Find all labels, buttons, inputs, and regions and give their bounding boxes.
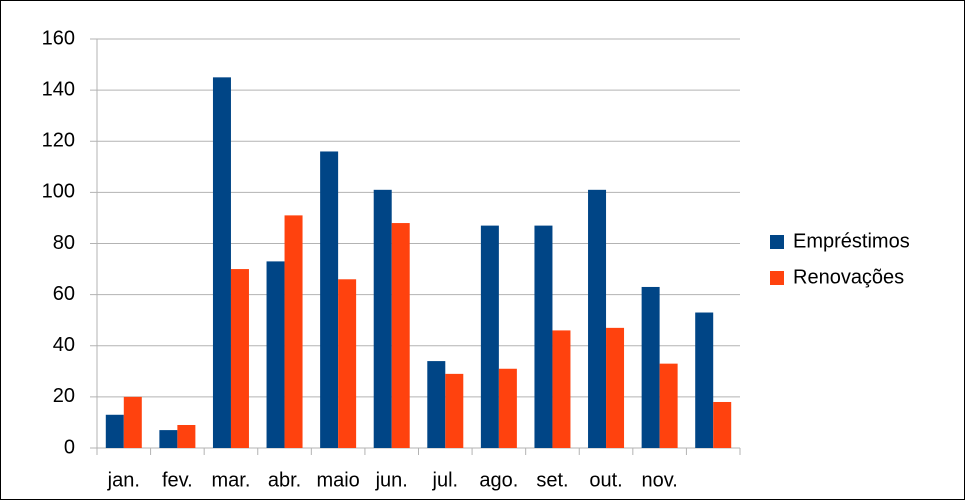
y-tick-label: 120 bbox=[42, 130, 75, 152]
y-tick-label: 40 bbox=[53, 334, 75, 356]
bar bbox=[391, 223, 410, 448]
bar bbox=[445, 373, 464, 448]
bar bbox=[373, 189, 392, 448]
bar bbox=[713, 401, 732, 448]
bar bbox=[641, 286, 660, 448]
bar bbox=[230, 269, 249, 448]
bar bbox=[695, 312, 714, 448]
bar bbox=[123, 396, 142, 448]
x-tick-label: set. bbox=[536, 469, 568, 491]
legend-swatch bbox=[770, 271, 784, 285]
bar bbox=[105, 414, 124, 448]
bar bbox=[659, 363, 678, 448]
bar bbox=[534, 225, 553, 448]
x-tick-label: mar. bbox=[212, 469, 251, 491]
x-tick-label: nov. bbox=[641, 469, 677, 491]
bar bbox=[212, 77, 231, 448]
y-tick-label: 100 bbox=[42, 181, 75, 203]
y-tick-label: 60 bbox=[53, 283, 75, 305]
x-tick-label: maio bbox=[316, 469, 359, 491]
y-tick-label: 80 bbox=[53, 232, 75, 254]
x-tick-label: jun. bbox=[375, 469, 408, 491]
legend-label: Renovações bbox=[793, 266, 904, 288]
bar bbox=[284, 215, 303, 448]
bar bbox=[588, 189, 607, 448]
y-tick-label: 140 bbox=[42, 78, 75, 100]
bar bbox=[177, 424, 196, 448]
bar bbox=[498, 368, 517, 448]
x-tick-label: ago. bbox=[479, 469, 518, 491]
y-tick-label: 0 bbox=[64, 436, 75, 458]
bar bbox=[606, 327, 625, 448]
bar bbox=[266, 261, 285, 448]
y-tick-label: 160 bbox=[42, 27, 75, 49]
bar bbox=[320, 151, 339, 448]
x-tick-label: abr. bbox=[268, 469, 301, 491]
bar bbox=[338, 279, 357, 448]
x-tick-label: jan. bbox=[107, 469, 140, 491]
legend-swatch bbox=[770, 235, 784, 249]
bar bbox=[552, 330, 571, 448]
x-tick-label: fev. bbox=[162, 469, 193, 491]
bar bbox=[427, 361, 446, 448]
y-tick-label: 20 bbox=[53, 385, 75, 407]
bar bbox=[159, 430, 178, 448]
x-tick-label: out. bbox=[589, 469, 622, 491]
x-tick-label: jul. bbox=[432, 469, 459, 491]
legend-label: Empréstimos bbox=[793, 230, 910, 252]
bar bbox=[480, 225, 499, 448]
